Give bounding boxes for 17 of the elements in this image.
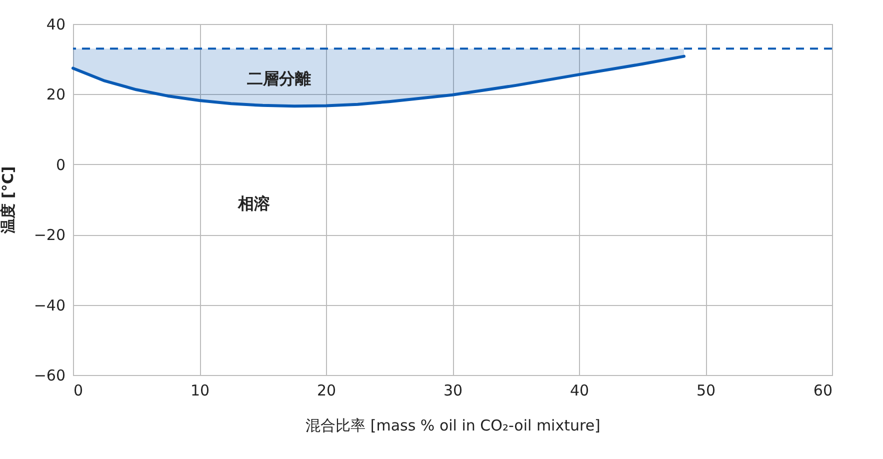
- y-tick-label: −40: [34, 296, 66, 314]
- x-tick-label: 10: [190, 382, 210, 400]
- y-tick-label: 0: [56, 156, 66, 174]
- y-axis-title: 温度 [°C]: [0, 166, 17, 235]
- x-tick-label: 20: [316, 382, 336, 400]
- x-tick-label: 40: [570, 382, 590, 400]
- annotation: 二層分離: [247, 69, 311, 88]
- x-tick-label: 30: [443, 382, 463, 400]
- annotation: 相溶: [237, 194, 270, 213]
- y-tick-label: 40: [46, 16, 66, 34]
- x-tick-label: 0: [74, 382, 84, 400]
- x-tick-label: 50: [696, 382, 716, 400]
- x-tick-label: 60: [813, 382, 832, 400]
- y-tick-label: 20: [46, 86, 66, 104]
- y-tick-label: −20: [34, 226, 66, 244]
- x-axis-title: 混合比率 [mass % oil in CO₂-oil mixture]: [306, 416, 600, 434]
- y-tick-label: −60: [34, 366, 66, 384]
